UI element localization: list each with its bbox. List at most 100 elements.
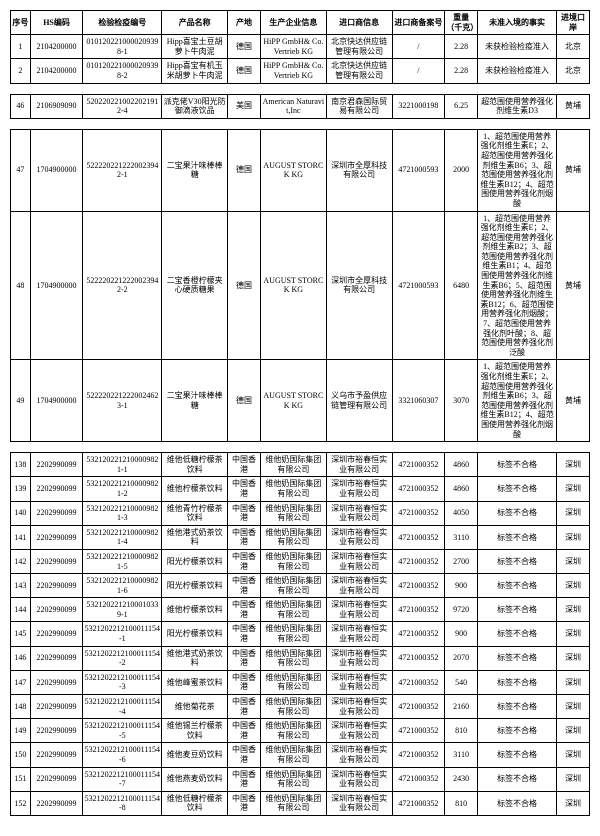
cell-wt: 900: [445, 574, 478, 598]
cell-mfr: 维他奶国际集团有限公司: [260, 525, 326, 549]
cell-imp: 深圳市裕春恒实业有限公司: [326, 670, 392, 694]
cell-hs: 1704900000: [30, 360, 83, 442]
cell-reason: 标签不合格: [478, 598, 557, 622]
cell-rec: 4721000352: [392, 646, 445, 670]
cell-wt: 3070: [445, 360, 478, 442]
cell-insp: 5321202212100009821-3: [83, 501, 162, 525]
cell-imp: 义乌市予盈供应链管理有限公司: [326, 360, 392, 442]
cell-imp: 深圳市裕春恒实业有限公司: [326, 743, 392, 767]
cell-mfr: 维他奶国际集团有限公司: [260, 477, 326, 501]
cell-wt: 4860: [445, 453, 478, 477]
cell-port: 深圳: [557, 622, 590, 646]
cell-insp: 5321202212100011154-8: [83, 791, 162, 815]
cell-imp: 深圳市裕春恒实业有限公司: [326, 453, 392, 477]
cell-imp: 深圳市全厚科技有限公司: [326, 211, 392, 360]
cell-seq: 146: [11, 646, 31, 670]
cell-port: 黄埔: [557, 94, 590, 118]
cell-orig: 德国: [228, 211, 261, 360]
col-hs: HS编码: [30, 11, 83, 35]
cell-rec: 4721000352: [392, 622, 445, 646]
cell-orig: 德国: [228, 35, 261, 59]
cell-orig: 德国: [228, 360, 261, 442]
cell-prod: 维他港式奶茶饮料: [162, 525, 228, 549]
cell-reason: 标签不合格: [478, 670, 557, 694]
cell-port: 黄埔: [557, 129, 590, 211]
cell-seq: 149: [11, 719, 31, 743]
cell-port: 北京: [557, 35, 590, 59]
cell-reason: 标签不合格: [478, 767, 557, 791]
cell-prod: 维他柠檬茶饮料: [162, 477, 228, 501]
cell-prod: 维他麦豆奶饮料: [162, 743, 228, 767]
col-insp: 检验检疫编号: [83, 11, 162, 35]
cell-hs: 2104200000: [30, 35, 83, 59]
cell-imp: 深圳市裕春恒实业有限公司: [326, 719, 392, 743]
cell-insp: 5321202212100009821-5: [83, 549, 162, 573]
table-row: 13922029900995321202212100009821-2维他柠檬茶饮…: [11, 477, 590, 501]
cell-insp: 5321202212100011154-3: [83, 670, 162, 694]
table-row: 14822029900995321202212100011154-4维他菊花茶中…: [11, 695, 590, 719]
cell-reason: 1、超范围使用营养强化剂维生素E；2、超范围使用营养强化剂维生素B6；3、超范围…: [478, 129, 557, 211]
cell-wt: 3110: [445, 743, 478, 767]
cell-rec: 4721000352: [392, 453, 445, 477]
cell-port: 深圳: [557, 477, 590, 501]
table-header: 序号 HS编码 检验检疫编号 产品名称 产地 生产企业信息 进口商信息 进口商备…: [11, 11, 590, 35]
cell-rec: 4721000352: [392, 501, 445, 525]
cell-mfr: 维他奶国际集团有限公司: [260, 791, 326, 815]
cell-hs: 2202990099: [30, 574, 83, 598]
cell-imp: 北京快达供应链管理有限公司: [326, 59, 392, 83]
cell-seq: 2: [11, 59, 31, 83]
cell-seq: 47: [11, 129, 31, 211]
cell-prod: 阳光柠檬茶饮料: [162, 574, 228, 598]
cell-hs: 2202990099: [30, 477, 83, 501]
cell-mfr: HiPP GmbH& Co. Vertrieb KG: [260, 59, 326, 83]
cell-port: 深圳: [557, 453, 590, 477]
cell-seq: 138: [11, 453, 31, 477]
cell-reason: 未获检验检疫准入: [478, 59, 557, 83]
inspection-table-section2: 4621069090905202202210022021912-4派克佬V30阳…: [10, 94, 590, 119]
table-row: 15022029900995321202212100011154-6维他麦豆奶饮…: [11, 743, 590, 767]
table-row: 14722029900995321202212100011154-3维他峰蜜茶饮…: [11, 670, 590, 694]
cell-prod: 维他峰蜜茶饮料: [162, 670, 228, 694]
cell-hs: 2202990099: [30, 719, 83, 743]
table-row: 15122029900995321202212100011154-7维他燕麦奶饮…: [11, 767, 590, 791]
cell-mfr: AUGUST STORCK KG: [260, 129, 326, 211]
cell-wt: 2.28: [445, 59, 478, 83]
cell-rec: 4721000352: [392, 719, 445, 743]
cell-port: 深圳: [557, 767, 590, 791]
cell-hs: 2202990099: [30, 767, 83, 791]
cell-prod: 二宝果汁味棒棒糖: [162, 129, 228, 211]
table-row: 4717049000005222202212220023942-1二宝果汁味棒棒…: [11, 129, 590, 211]
cell-orig: 中国香港: [228, 453, 261, 477]
cell-rec: 4721000352: [392, 767, 445, 791]
inspection-table-section1: 序号 HS编码 检验检疫编号 产品名称 产地 生产企业信息 进口商信息 进口商备…: [10, 10, 590, 84]
cell-mfr: 维他奶国际集团有限公司: [260, 646, 326, 670]
table-row: 4621069090905202202210022021912-4派克佬V30阳…: [11, 94, 590, 118]
cell-port: 深圳: [557, 791, 590, 815]
cell-port: 深圳: [557, 695, 590, 719]
cell-hs: 2104200000: [30, 59, 83, 83]
cell-wt: 6.25: [445, 94, 478, 118]
cell-orig: 中国香港: [228, 767, 261, 791]
table-row: 4917049000005222202212220024623-1二宝果汁味棒棒…: [11, 360, 590, 442]
cell-prod: 阳光柠檬茶饮料: [162, 549, 228, 573]
cell-orig: 中国香港: [228, 670, 261, 694]
cell-orig: 中国香港: [228, 549, 261, 573]
table-row: 4817049000005222202212220023942-2二宝香橙柠檬夹…: [11, 211, 590, 360]
cell-insp: 5202202210022021912-4: [83, 94, 162, 118]
cell-insp: 5321202212100011154-5: [83, 719, 162, 743]
cell-reason: 标签不合格: [478, 791, 557, 815]
cell-imp: 深圳市裕春恒实业有限公司: [326, 525, 392, 549]
cell-seq: 147: [11, 670, 31, 694]
cell-prod: 维他港式奶茶饮料: [162, 646, 228, 670]
cell-port: 深圳: [557, 501, 590, 525]
cell-insp: 0101202210000209398-1: [83, 35, 162, 59]
cell-reason: 标签不合格: [478, 501, 557, 525]
cell-insp: 5321202212100011154-4: [83, 695, 162, 719]
cell-wt: 4050: [445, 501, 478, 525]
cell-port: 深圳: [557, 525, 590, 549]
inspection-table-section3: 4717049000005222202212220023942-1二宝果汁味棒棒…: [10, 129, 590, 442]
cell-rec: 4721000352: [392, 477, 445, 501]
cell-hs: 2202990099: [30, 646, 83, 670]
cell-hs: 2202990099: [30, 743, 83, 767]
cell-port: 深圳: [557, 646, 590, 670]
